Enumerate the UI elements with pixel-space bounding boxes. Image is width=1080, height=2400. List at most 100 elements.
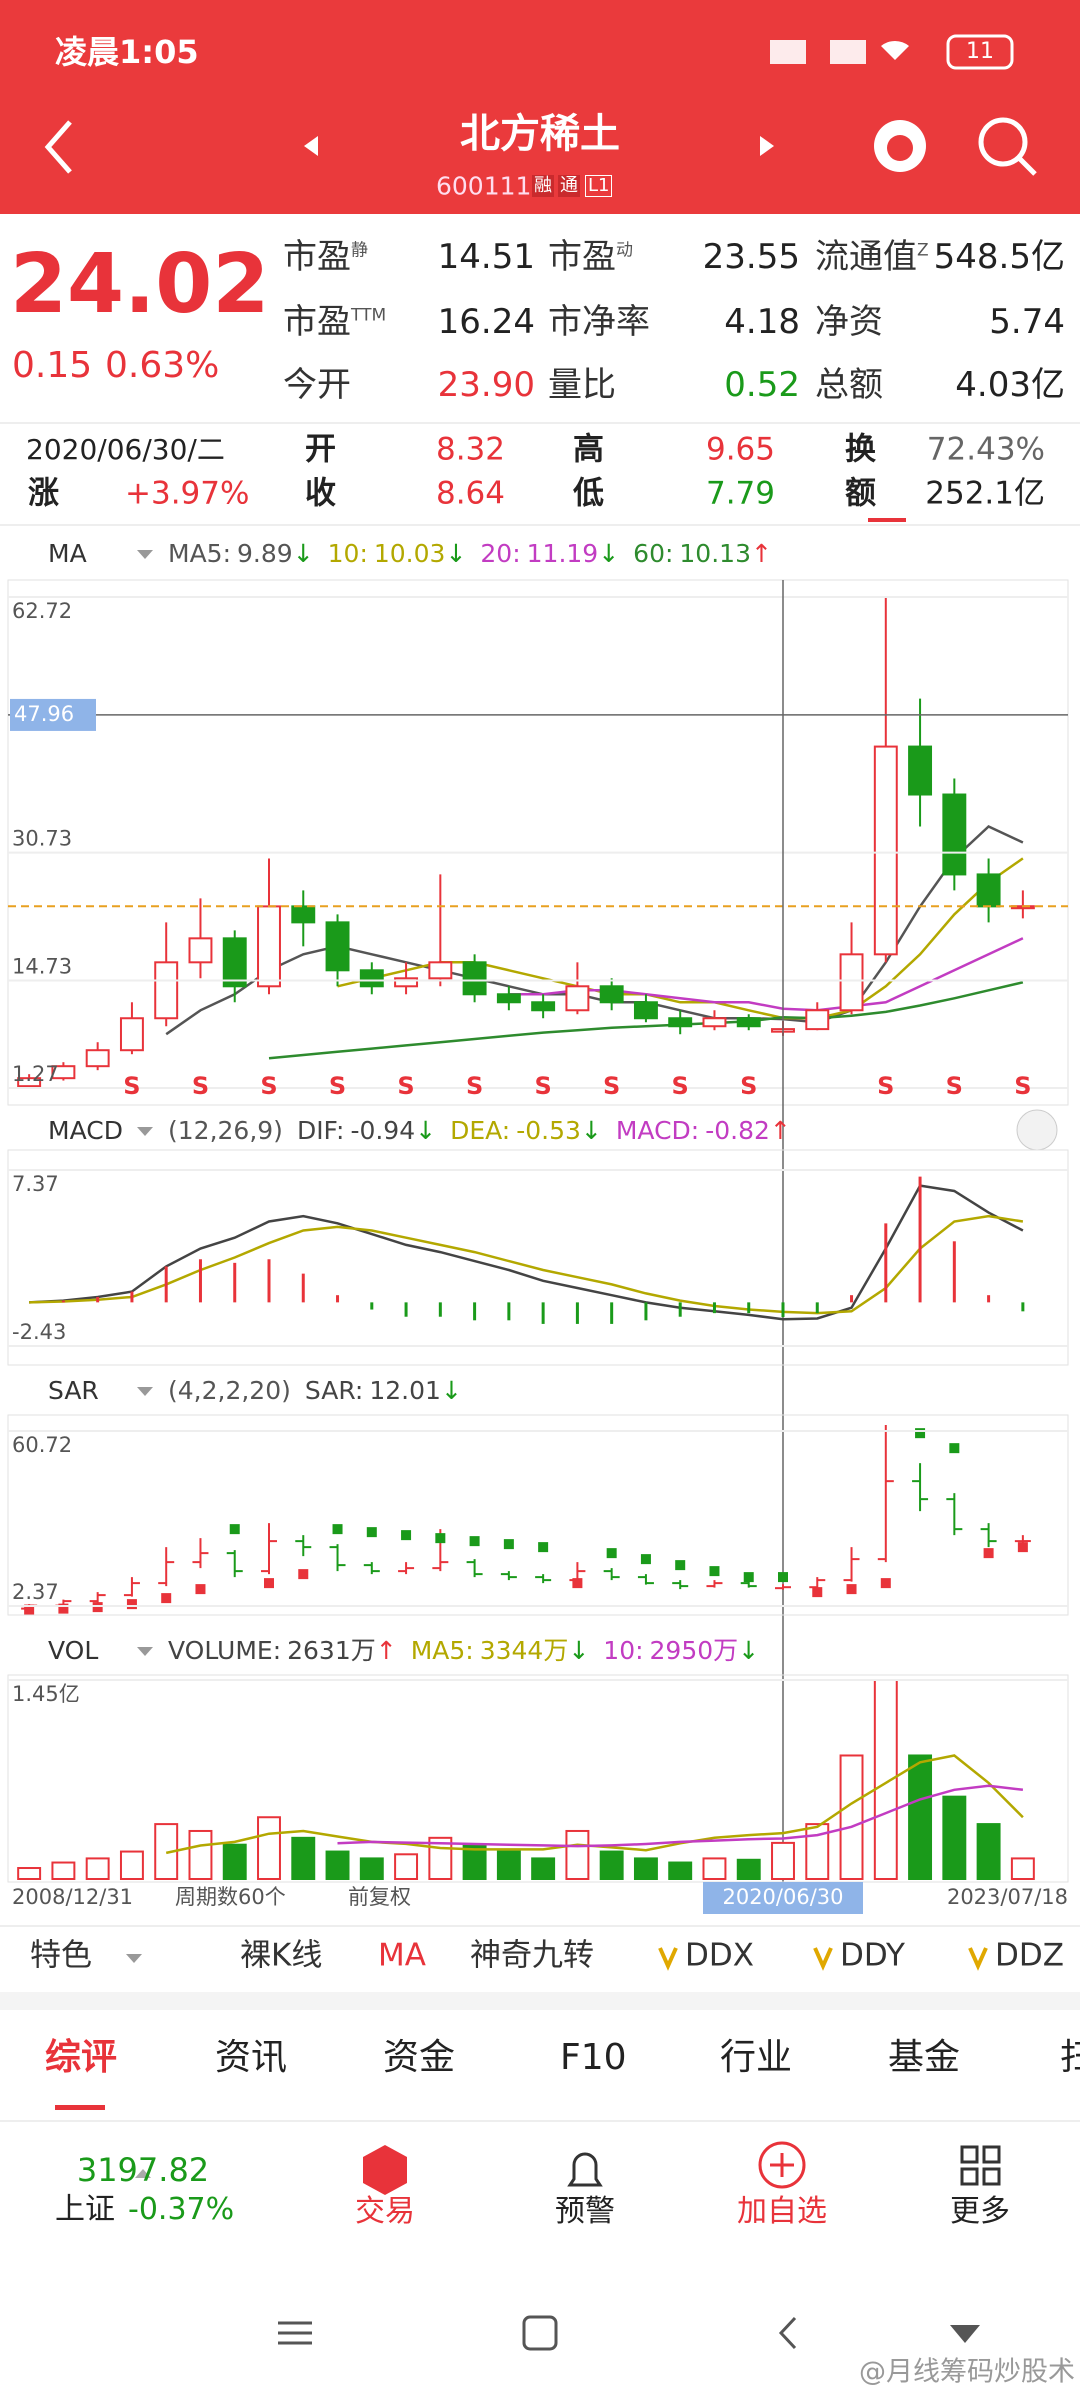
trade-icon[interactable] [363,2145,407,2195]
metric-sup: 静 [351,240,368,261]
volume-bar [222,1843,247,1881]
indicator-tab[interactable]: 特色 [30,1937,92,1974]
main-tab[interactable]: F10 [560,2037,627,2078]
more-icon[interactable] [960,2145,1001,2186]
action-label[interactable]: 预警 [555,2194,615,2229]
legend-value: 10.13 [679,539,751,568]
signal: S [397,1072,414,1100]
volume-bar [359,1857,384,1881]
indicator-tab[interactable]: DDY [840,1937,905,1974]
action-label[interactable]: 交易 [355,2194,415,2229]
indicator-tab[interactable]: DDZ [995,1937,1064,1974]
bottom-bar [0,2120,1080,2272]
sar-dot [983,1548,994,1559]
index-change: -0.37% [128,2192,235,2227]
legend-value: 11.19 [527,539,599,568]
sar-dot [435,1533,446,1544]
volume-bar [1010,1857,1035,1881]
candle-body [359,969,384,988]
badge: L1 [585,175,613,197]
action-label[interactable]: 加自选 [737,2194,827,2229]
indicator-tab[interactable]: 神奇九转 [470,1937,594,1974]
candle-body [565,985,590,1012]
day-high: 9.65 [705,431,775,468]
indicator-tab[interactable]: MA [378,1937,426,1974]
price-change-pct: 0.63% [105,345,220,386]
sar-dot [229,1524,240,1535]
nav-menu[interactable] [278,2321,312,2345]
next-stock[interactable] [760,136,774,156]
signal-icon [770,40,806,64]
metric-label-text: 今开 [283,365,351,405]
legend-title: VOL [48,1636,98,1665]
main-tab[interactable]: 扫 [1060,2037,1080,2078]
nav-home[interactable] [522,2315,558,2351]
legend-title: SAR [48,1376,99,1405]
dropdown-icon [137,550,153,559]
back-button[interactable] [44,120,72,174]
crosshair-label: 47.96 [14,702,74,726]
candle-body [154,961,179,1020]
signal: S [123,1072,140,1100]
volume-bar [771,1841,795,1881]
sar-dot [264,1578,274,1589]
metric-value: 5.74 [989,302,1065,342]
main-tab[interactable]: 综评 [45,2037,118,2078]
sar-dot [606,1548,617,1559]
legend-params: (4,2,2,20) [168,1376,291,1405]
v-icon [813,1947,833,1971]
x-tick-label: 2020/06/30 [722,1885,843,1909]
sar-dot [298,1569,309,1580]
divider [0,524,1080,526]
main-tab[interactable]: 资讯 [215,2037,288,2078]
indicator-tab[interactable]: 裸K线 [240,1937,323,1974]
sar-dot [709,1566,720,1577]
sar-dot [572,1578,583,1589]
panel-border [7,1414,1069,1616]
stock-code: 600111 [436,171,532,201]
expand-button[interactable] [1016,1109,1058,1151]
signal: S [740,1072,757,1100]
metric-label-text: 市盈 [283,237,351,277]
main-tab[interactable]: 资金 [383,2037,456,2078]
candle-body [531,1001,556,1012]
metric-value: 14.51 [437,237,535,277]
crosshair-label-bg [10,698,96,731]
sar-dot [949,1443,960,1454]
prev-stock[interactable] [304,136,318,156]
battery-level: 11 [966,39,994,64]
bell-icon[interactable] [567,2152,603,2187]
legend-value: 3344万 [480,1636,569,1665]
selected-date-bg [703,1882,863,1914]
metric-label: 流通值Z [815,240,929,274]
legend-value: 9.89 [237,539,293,568]
search-icon[interactable] [978,117,1028,167]
legend-name: MA5: [411,1636,474,1665]
day-label: 换 [845,431,876,468]
candle-body [428,961,453,980]
metric-label: 量比 [548,368,616,402]
indicator-tab[interactable]: DDX [685,1937,754,1974]
add-plus [770,2153,794,2177]
volume-bar [17,1867,42,1880]
sar-dot [58,1603,69,1614]
nav-extra[interactable] [950,2325,980,2343]
legend-arrow: ↓ [568,1636,589,1665]
panel-border [7,1149,1069,1366]
volume-bar [188,1829,213,1881]
volume-bar [257,1816,281,1880]
main-tab[interactable]: 行业 [720,2037,793,2078]
legend-title: MACD [48,1116,123,1145]
nav-back[interactable] [778,2316,797,2350]
candle-body [51,1065,76,1080]
sar-dot [24,1604,35,1615]
add-icon[interactable] [758,2141,806,2189]
legend-value: 2631万 [287,1636,376,1665]
signal: S [1014,1072,1031,1100]
volume-bar [565,1829,590,1881]
action-label[interactable]: 更多 [950,2194,1010,2229]
legend-arrow: ↓ [738,1636,759,1665]
sar-dot [743,1572,754,1583]
main-tab[interactable]: 基金 [888,2037,961,2078]
legend-name: DEA: [450,1116,510,1145]
